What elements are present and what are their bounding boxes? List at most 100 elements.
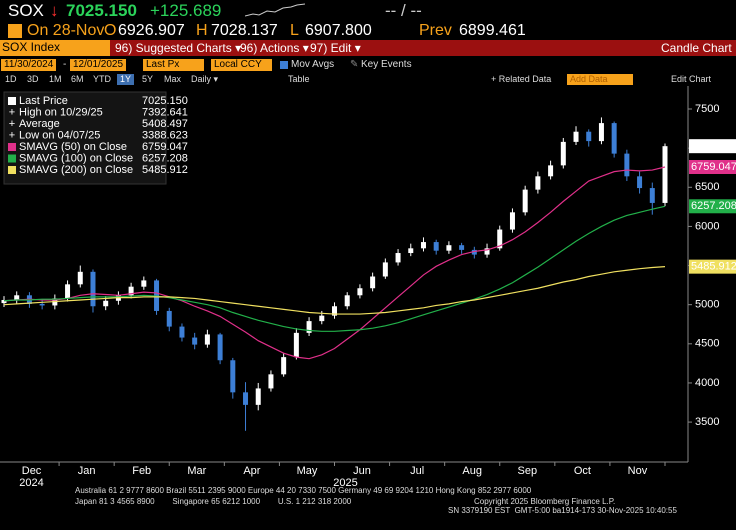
- year-label: 2025: [333, 477, 357, 489]
- year-label: 2024: [19, 477, 43, 489]
- value-tag-label: 5485.912: [691, 261, 736, 273]
- period-button[interactable]: 3D: [27, 74, 39, 84]
- add-data[interactable]: Add Data: [567, 74, 633, 85]
- candle-body: [586, 131, 592, 142]
- related-data[interactable]: + Related Data: [491, 74, 552, 84]
- low-label: L: [290, 22, 299, 39]
- x-tick-label: Oct: [574, 465, 591, 477]
- legend-box: [3, 91, 167, 185]
- chart: 350040004500500055006000650070007500DecJ…: [0, 86, 736, 489]
- candle-body: [522, 189, 528, 213]
- footer-line: Japan 81 3 4565 8900 Singapore 65 6212 1…: [75, 497, 352, 506]
- period-button[interactable]: Table: [288, 74, 310, 84]
- candle-body: [433, 242, 439, 251]
- low-value: 6907.800: [305, 22, 372, 39]
- candle-body: [624, 153, 630, 177]
- y-tick-label: 4000: [695, 377, 719, 389]
- period-button[interactable]: Daily ▾: [191, 74, 219, 84]
- value-tag-label: 6257.208: [691, 200, 736, 212]
- period-button[interactable]: 1Y: [117, 74, 135, 85]
- legend-marker: +: [9, 118, 15, 130]
- candle-body: [281, 357, 287, 375]
- key-events[interactable]: Key Events: [361, 59, 412, 70]
- sparkline: [245, 3, 305, 17]
- period-button[interactable]: 5Y: [142, 74, 154, 84]
- mov-avgs[interactable]: Mov Avgs: [291, 59, 335, 70]
- moving-average: [3, 205, 666, 332]
- legend-label: SMAVG (200) on Close: [19, 164, 133, 176]
- candle-body: [509, 212, 515, 230]
- legend-label: Average: [19, 118, 60, 130]
- candle-body: [192, 337, 198, 345]
- legend-value: 6759.047: [142, 141, 188, 153]
- candle-body: [14, 295, 20, 300]
- x-tick-label: Dec: [22, 465, 42, 477]
- legend-swatch: [8, 154, 16, 163]
- candle-body: [255, 388, 261, 405]
- end-date[interactable]: 12/01/2025: [70, 59, 127, 71]
- value-tag-label: 7025.150: [691, 140, 736, 152]
- menu-item[interactable]: 96) Actions ▾: [240, 41, 309, 55]
- period-button[interactable]: YTD: [93, 74, 111, 84]
- period-button[interactable]: 1M: [49, 74, 62, 84]
- legend-label: SMAVG (100) on Close: [19, 152, 133, 164]
- net-change: +125.689: [150, 1, 222, 20]
- period-button[interactable]: 1D: [5, 74, 17, 84]
- quote-date: On 28-Nov: [27, 22, 105, 39]
- legend-swatch: [8, 143, 16, 151]
- candle-body: [204, 334, 210, 345]
- period-button[interactable]: Max: [164, 74, 182, 84]
- x-tick-label: Aug: [462, 465, 482, 477]
- value-tag: [689, 199, 736, 214]
- edit-chart[interactable]: Edit Chart: [671, 74, 712, 84]
- candle-body: [65, 284, 71, 299]
- candle-body: [560, 141, 566, 166]
- open-value: 6926.907: [118, 22, 185, 39]
- high-value: 7028.137: [211, 22, 278, 39]
- legend-label: SMAVG (50) on Close: [19, 141, 127, 153]
- candle-body: [471, 249, 477, 255]
- legend-marker: +: [9, 129, 15, 141]
- x-tick-label: Sep: [518, 465, 538, 477]
- value-tag: [689, 139, 736, 154]
- value-tag-label: 6759.047: [691, 161, 736, 173]
- candle-body: [611, 123, 617, 154]
- menu-item[interactable]: 97) Edit ▾: [310, 41, 361, 55]
- legend-value: 3388.623: [142, 129, 188, 141]
- candle-body: [39, 303, 45, 306]
- x-tick-label: Apr: [243, 465, 260, 477]
- legend-label: Last Price: [19, 95, 68, 107]
- x-tick-label: Nov: [628, 465, 648, 477]
- candle-body: [548, 165, 554, 177]
- moving-average: [3, 266, 666, 315]
- footer-line: SN 3379190 EST GMT-5:00 ba1914-173 30-No…: [448, 506, 677, 515]
- candle-body: [573, 131, 579, 142]
- candle-body: [357, 288, 363, 296]
- legend-label: High on 10/29/25: [19, 106, 103, 118]
- candle-body: [217, 334, 223, 361]
- candle-body: [408, 248, 414, 254]
- value-tag: [689, 259, 736, 274]
- high-label: H: [196, 22, 208, 39]
- checkbox[interactable]: [280, 61, 288, 69]
- legend-value: 5485.912: [142, 164, 188, 176]
- last-price: 7025.150: [66, 1, 137, 20]
- candle-body: [382, 262, 388, 277]
- y-tick-label: 6500: [695, 181, 719, 193]
- candle-body: [637, 176, 643, 189]
- candle-body: [420, 242, 426, 249]
- menu-item[interactable]: 96) Suggested Charts ▾: [115, 41, 242, 55]
- candle-body: [446, 245, 452, 251]
- start-date[interactable]: 11/30/2024: [1, 59, 57, 71]
- field-select[interactable]: Last Px: [143, 59, 204, 71]
- x-tick-label: Mar: [187, 465, 206, 477]
- currency-select[interactable]: Local CCY: [211, 59, 272, 71]
- candle-body: [166, 310, 172, 327]
- legend-marker: +: [9, 106, 15, 118]
- x-tick-label: May: [297, 465, 318, 477]
- security-field[interactable]: SOX Index: [0, 40, 110, 56]
- function-title: Candle Chart: [661, 41, 732, 55]
- period-button[interactable]: 6M: [71, 74, 84, 84]
- footer-line: Australia 61 2 9777 8600 Brazil 5511 239…: [75, 486, 532, 495]
